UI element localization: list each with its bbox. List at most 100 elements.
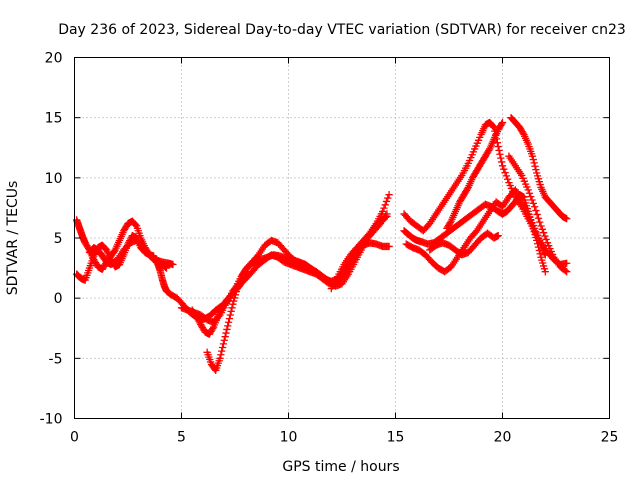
data-point: [527, 192, 535, 201]
data-point: [379, 207, 387, 216]
data-point: [385, 191, 393, 199]
data-point: [469, 148, 478, 156]
data-point: [381, 201, 389, 209]
data-point: [476, 133, 484, 142]
data-point: [219, 340, 228, 348]
data-point: [221, 333, 229, 341]
data-point: [224, 318, 233, 326]
data-point: [540, 265, 549, 273]
data-point: [524, 186, 532, 194]
data-point: [489, 122, 497, 130]
x-axis-label: GPS time / hours: [282, 459, 399, 475]
data-point: [506, 181, 514, 190]
x-tick-label: 10: [280, 430, 298, 446]
data-point: [530, 159, 538, 167]
series-track-l: [426, 229, 502, 259]
axis-ticks: 0 5 10 15 20 25 -10 -5 0 5 10 15 20: [40, 51, 619, 446]
data-point: [220, 336, 228, 344]
data-point: [243, 271, 251, 279]
data-point: [217, 351, 225, 359]
data-point: [521, 180, 530, 188]
data-point: [382, 213, 390, 221]
data-point: [529, 155, 537, 164]
data-point: [535, 178, 543, 186]
data-point: [497, 158, 506, 166]
series-track-n: [507, 114, 571, 223]
data-point: [561, 267, 570, 275]
y-tick-label: -5: [49, 351, 63, 367]
data-point: [539, 229, 548, 237]
data-point: [536, 218, 544, 226]
y-tick-label: 0: [54, 291, 63, 307]
data-point: [229, 300, 237, 308]
data-point: [528, 152, 537, 160]
data-point: [472, 142, 480, 150]
data-point: [382, 197, 391, 206]
data-point: [529, 199, 537, 207]
data-point: [465, 156, 474, 165]
data-point: [502, 172, 511, 180]
data-point: [523, 183, 531, 191]
data-point: [532, 166, 540, 174]
data-point: [546, 244, 554, 253]
y-tick-label: -10: [40, 412, 63, 428]
data-point: [494, 142, 502, 151]
data-point: [537, 253, 545, 261]
data-point: [533, 172, 542, 180]
data-point: [225, 314, 234, 323]
data-point: [536, 180, 544, 189]
series-track-e: [177, 210, 391, 326]
data-point: [547, 247, 555, 256]
data-point: [525, 189, 534, 197]
data-point: [464, 159, 472, 168]
data-point: [534, 214, 543, 222]
data-point: [536, 250, 544, 258]
series-track-k: [400, 118, 571, 269]
data-point: [563, 259, 571, 267]
data-point: [563, 268, 571, 276]
x-tick-label: 0: [70, 430, 79, 446]
series-track-j: [402, 186, 549, 276]
data-point: [528, 196, 536, 204]
data-point: [230, 297, 238, 305]
y-tick-label: 10: [45, 171, 63, 187]
data-point: [474, 136, 483, 144]
data-point: [216, 354, 224, 362]
data-point: [507, 184, 516, 193]
x-tick-label: 5: [177, 430, 186, 446]
y-tick-label: 5: [54, 231, 63, 247]
data-point: [519, 174, 527, 182]
data-point: [541, 232, 549, 240]
data-point: [471, 145, 479, 153]
data-point: [169, 260, 177, 269]
data-point: [490, 123, 498, 131]
data-point: [505, 178, 513, 187]
data-point: [500, 165, 508, 173]
data-point: [542, 235, 550, 244]
data-point: [518, 171, 526, 180]
data-point: [224, 322, 232, 330]
data-point: [384, 194, 392, 202]
data-point: [520, 177, 528, 185]
data-point: [538, 225, 546, 233]
data-point: [543, 239, 552, 247]
data-point: [223, 325, 231, 334]
data-point: [467, 153, 475, 162]
data-point: [509, 187, 517, 195]
data-marks: [72, 114, 571, 375]
data-point: [541, 268, 549, 276]
data-point: [503, 175, 512, 183]
data-point: [218, 343, 227, 352]
data-point: [539, 262, 548, 270]
data-point: [498, 162, 507, 170]
data-point: [218, 347, 226, 355]
data-point: [496, 150, 504, 158]
data-point: [497, 154, 505, 162]
data-point: [222, 329, 230, 337]
data-point: [498, 118, 507, 127]
x-tick-label: 25: [601, 430, 619, 446]
y-axis-label: SDTVAR / TECUs: [5, 181, 21, 296]
data-point: [501, 168, 509, 177]
y-tick-label: 15: [45, 111, 63, 127]
